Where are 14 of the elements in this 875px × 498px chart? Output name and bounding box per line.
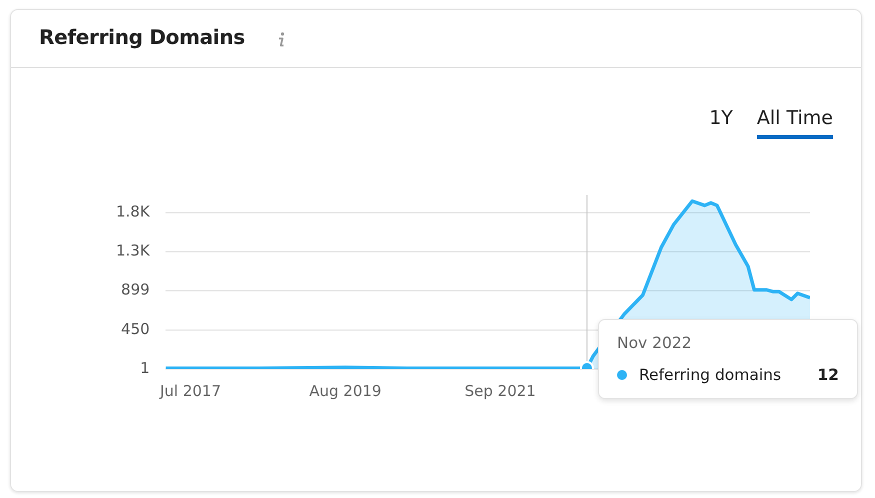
y-tick-label: 1.3K bbox=[116, 242, 151, 260]
x-tick-label: Aug 2019 bbox=[309, 382, 382, 400]
x-tick-label: Sep 2021 bbox=[464, 382, 536, 400]
chart-title: Referring Domains bbox=[39, 25, 245, 49]
text: 1Y bbox=[709, 107, 733, 131]
y-tick-label: 450 bbox=[121, 320, 150, 338]
text: All Time bbox=[756, 107, 833, 139]
annotation: Nov 2022 bbox=[616, 334, 693, 352]
y-tick-label: 1.8K bbox=[116, 202, 151, 221]
y-tick-label: 899 bbox=[121, 280, 150, 299]
y-tick-label: 1 bbox=[140, 358, 150, 377]
text: 12 bbox=[817, 366, 839, 384]
legend-label: Referring domains bbox=[638, 366, 782, 384]
x-tick-label: Jul 2017 bbox=[158, 382, 221, 400]
